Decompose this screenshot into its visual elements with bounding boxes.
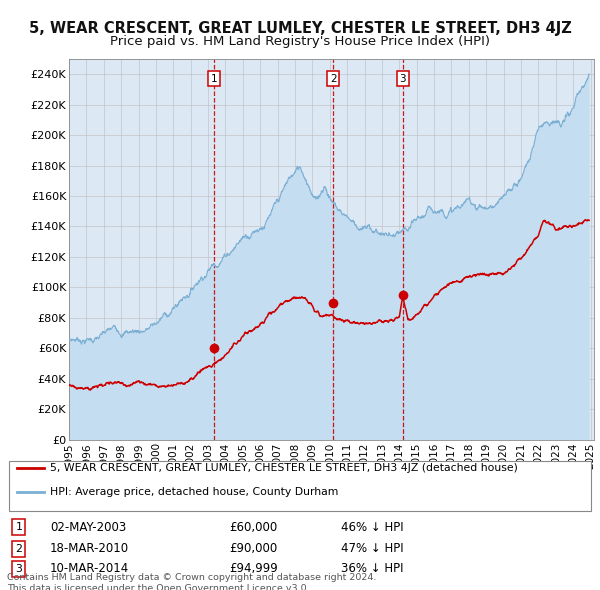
Text: 1: 1 <box>211 74 217 84</box>
Text: 5, WEAR CRESCENT, GREAT LUMLEY, CHESTER LE STREET, DH3 4JZ (detached house): 5, WEAR CRESCENT, GREAT LUMLEY, CHESTER … <box>50 464 518 473</box>
Text: 1: 1 <box>16 523 22 532</box>
Text: 46% ↓ HPI: 46% ↓ HPI <box>341 521 404 534</box>
Text: Price paid vs. HM Land Registry's House Price Index (HPI): Price paid vs. HM Land Registry's House … <box>110 35 490 48</box>
Text: 3: 3 <box>399 74 406 84</box>
Text: 47% ↓ HPI: 47% ↓ HPI <box>341 542 404 555</box>
Text: 18-MAR-2010: 18-MAR-2010 <box>50 542 129 555</box>
Text: 02-MAY-2003: 02-MAY-2003 <box>50 521 127 534</box>
Text: This data is licensed under the Open Government Licence v3.0.: This data is licensed under the Open Gov… <box>7 584 310 590</box>
Text: 10-MAR-2014: 10-MAR-2014 <box>50 562 130 575</box>
Text: Contains HM Land Registry data © Crown copyright and database right 2024.: Contains HM Land Registry data © Crown c… <box>7 573 377 582</box>
Text: 36% ↓ HPI: 36% ↓ HPI <box>341 562 404 575</box>
Text: 5, WEAR CRESCENT, GREAT LUMLEY, CHESTER LE STREET, DH3 4JZ: 5, WEAR CRESCENT, GREAT LUMLEY, CHESTER … <box>29 21 571 35</box>
Text: 2: 2 <box>16 544 22 553</box>
Text: HPI: Average price, detached house, County Durham: HPI: Average price, detached house, Coun… <box>50 487 338 497</box>
Text: £94,999: £94,999 <box>229 562 278 575</box>
Text: 2: 2 <box>330 74 337 84</box>
FancyBboxPatch shape <box>9 461 591 511</box>
Text: £90,000: £90,000 <box>229 542 278 555</box>
Text: 3: 3 <box>16 564 22 573</box>
Text: £60,000: £60,000 <box>229 521 278 534</box>
